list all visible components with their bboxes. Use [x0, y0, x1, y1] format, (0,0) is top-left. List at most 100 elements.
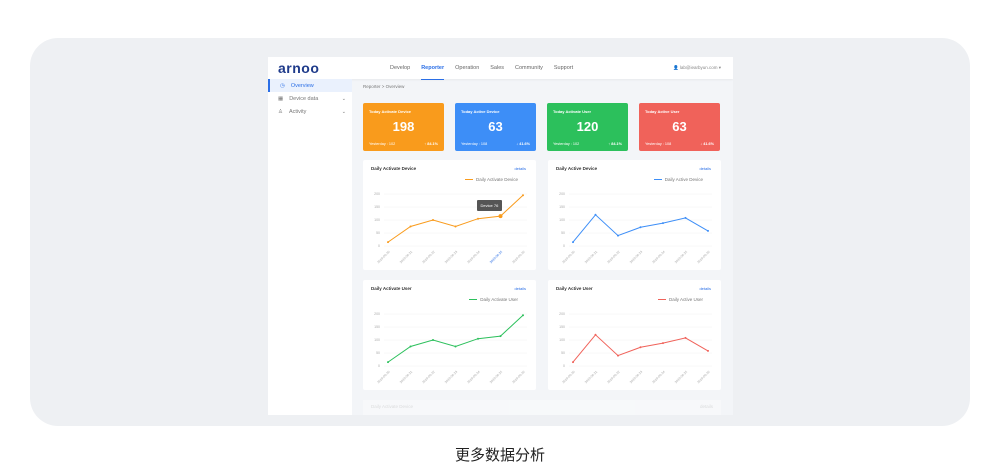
legend[interactable]: Daily Activate Device: [464, 177, 518, 182]
chart-title: Daily Activate User: [371, 286, 412, 291]
x-tick-label: 2019-06-23: [629, 250, 644, 265]
chevron-down-icon: ▾: [717, 65, 721, 70]
caption: 更多数据分析: [454, 446, 545, 464]
sidebar-item-device-data[interactable]: ▦ Device data ⌄: [278, 95, 346, 102]
x-tick-label: 2019-06-26: [511, 370, 526, 385]
legend-label: Daily Activate Device: [475, 177, 518, 182]
x-tick-label: 2019-06-25: [674, 370, 689, 385]
x-tick-label: 2019-06-22: [606, 250, 621, 265]
card-title: Today Activate User: [553, 109, 592, 114]
sidebar-item-activity[interactable]: ♙ Activity ⌄: [278, 108, 346, 115]
sidebar-item-overview[interactable]: ◷ Overview: [268, 79, 352, 92]
data-point[interactable]: [707, 349, 709, 352]
legend[interactable]: Daily Active User: [657, 297, 703, 302]
data-point[interactable]: [684, 216, 687, 219]
data-point[interactable]: [617, 354, 619, 357]
details-link[interactable]: details: [514, 166, 526, 171]
data-point[interactable]: [594, 333, 597, 336]
x-tick-label: 2019-06-25: [489, 370, 504, 385]
stat-card[interactable]: Today Active Device 63 Yesterday : 108 ↓…: [455, 103, 536, 151]
data-point[interactable]: [477, 217, 479, 220]
stat-card[interactable]: Today Active User 63 Yesterday : 108 ↓ 4…: [639, 103, 720, 151]
data-point[interactable]: [639, 346, 642, 349]
card-yesterday: Yesterday : 108: [461, 142, 488, 146]
y-tick-label: 0: [563, 244, 565, 248]
card-yesterday: Yesterday : 102: [369, 142, 396, 146]
x-tick-label: 2019-06-24: [466, 250, 481, 265]
y-tick-label: 150: [374, 205, 380, 209]
data-point[interactable]: [684, 336, 687, 339]
card-title: Today Active Device: [461, 109, 500, 114]
data-point[interactable]: [498, 214, 503, 219]
y-tick-label: 100: [559, 218, 565, 222]
data-point[interactable]: [432, 339, 434, 341]
legend[interactable]: Daily Activate User: [469, 297, 518, 302]
legend-marker: [657, 298, 666, 301]
x-tick-label: 2019-06-23: [444, 370, 459, 385]
x-tick-label: 2019-06-25: [674, 250, 689, 265]
line-chart: 0 50 100 150 200 2019-06-20 2019-06-21 2019-06-…: [559, 192, 712, 265]
top-header: arnoo Develop Reporter Operation Sales C…: [268, 57, 733, 80]
data-point[interactable]: [617, 234, 619, 237]
top-nav: Develop Reporter Operation Sales Communi…: [390, 57, 573, 80]
data-point[interactable]: [662, 342, 664, 345]
y-tick-label: 100: [374, 218, 380, 222]
y-tick-label: 200: [374, 192, 380, 196]
details-link[interactable]: details: [699, 166, 711, 171]
card-title: Today Activate Device: [369, 109, 412, 114]
x-tick-label: 2019-06-26: [696, 250, 711, 265]
x-tick-label: 2019-06-20: [561, 370, 576, 385]
data-point[interactable]: [454, 345, 457, 348]
y-tick-label: 100: [559, 338, 565, 342]
chart-card: Daily Activate Device details Daily Acti…: [363, 160, 536, 270]
nav-sales[interactable]: Sales: [490, 65, 505, 71]
data-point[interactable]: [387, 241, 389, 244]
chart-title: Daily Activate Device: [371, 166, 417, 171]
series-line: [387, 314, 524, 363]
legend-label: Daily Activate User: [480, 297, 518, 302]
data-point[interactable]: [477, 337, 479, 340]
data-point[interactable]: [432, 219, 434, 221]
data-point[interactable]: [662, 222, 664, 225]
data-point[interactable]: [522, 194, 524, 197]
nav-operation[interactable]: Operation: [455, 65, 480, 71]
legend-marker: [469, 298, 478, 301]
user-menu[interactable]: 👤 lab@iearbyun.com ▾: [673, 65, 721, 70]
chevron-down-icon: ⌄: [341, 108, 346, 115]
card-title: Today Active User: [645, 109, 680, 114]
details-link[interactable]: details: [699, 286, 711, 291]
stat-card[interactable]: Today Activate Device 198 Yesterday : 10…: [363, 103, 444, 151]
nav-community[interactable]: Community: [515, 65, 543, 71]
data-point[interactable]: [572, 241, 574, 244]
nav-support[interactable]: Support: [553, 65, 574, 71]
data-point[interactable]: [639, 226, 642, 229]
data-point[interactable]: [572, 361, 574, 364]
x-tick-label: 2019-06-24: [651, 250, 666, 265]
y-tick-label: 0: [378, 244, 380, 248]
x-tick-label: 2019-06-23: [444, 250, 459, 265]
data-point[interactable]: [409, 345, 412, 348]
card-change: ↓ 41.6%: [700, 142, 714, 146]
x-tick-label: 2019-06-24: [651, 370, 666, 385]
breadcrumb: Reporter > Overview: [363, 84, 405, 89]
data-point[interactable]: [594, 213, 597, 216]
user-icon: ♙: [278, 108, 283, 115]
nav-develop[interactable]: Develop: [390, 65, 411, 71]
data-point[interactable]: [454, 225, 457, 228]
y-tick-label: 150: [374, 325, 380, 329]
legend-marker: [653, 178, 662, 181]
data-point[interactable]: [522, 314, 524, 317]
data-point[interactable]: [409, 225, 412, 228]
grid-icon: ▦: [278, 95, 284, 102]
x-tick-label: 2019-06-20: [561, 250, 576, 265]
data-point[interactable]: [707, 229, 709, 232]
x-tick-label: 2019-06-20: [376, 250, 391, 265]
details-link[interactable]: details: [514, 286, 526, 291]
logo[interactable]: arnoo: [278, 60, 320, 76]
data-point[interactable]: [499, 335, 502, 338]
card-value: 120: [576, 119, 599, 134]
nav-reporter[interactable]: Reporter: [421, 57, 445, 80]
data-point[interactable]: [387, 361, 389, 364]
stat-card[interactable]: Today Activate User 120 Yesterday : 102 …: [547, 103, 628, 151]
legend[interactable]: Daily Active Device: [653, 177, 703, 182]
